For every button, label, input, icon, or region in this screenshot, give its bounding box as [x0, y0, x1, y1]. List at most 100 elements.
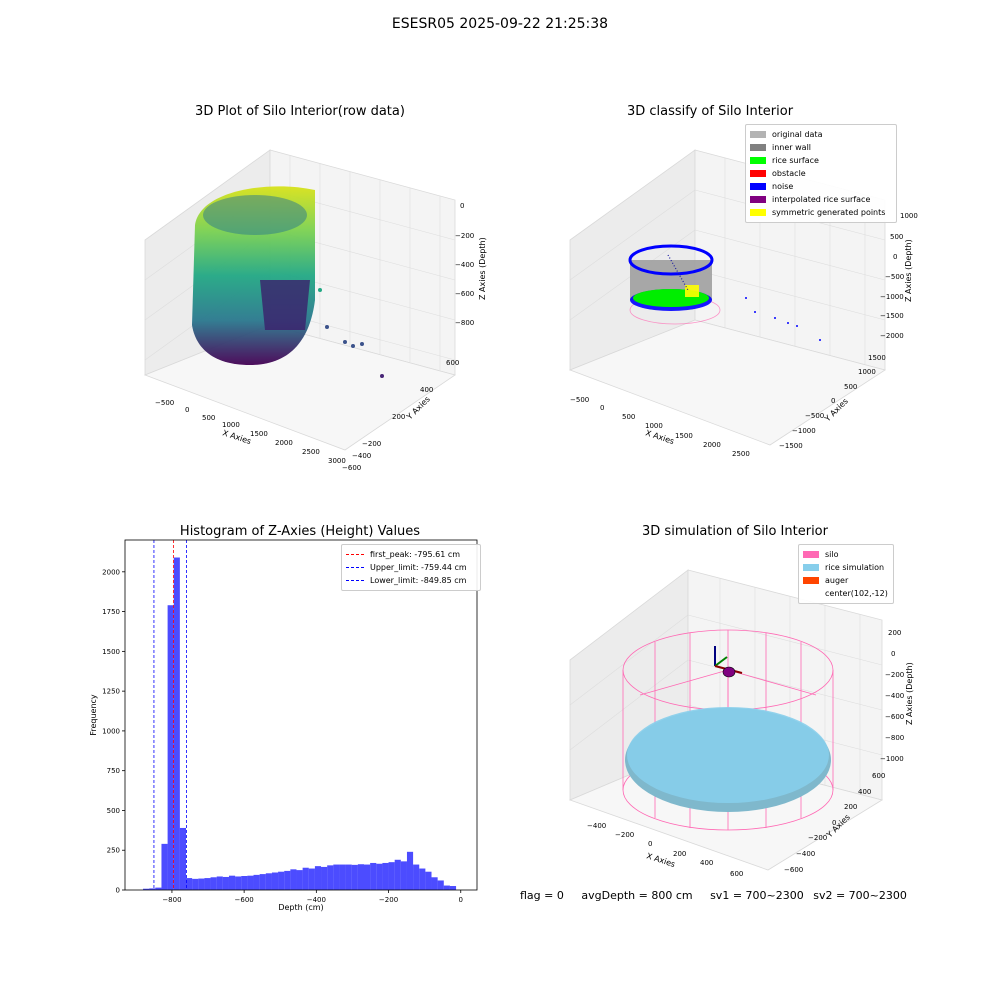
y-tick-label: 1000: [102, 727, 120, 735]
raw-y-tick: −400: [352, 452, 371, 460]
legend-label: symmetric generated points: [772, 208, 886, 217]
legend-item: inner wall: [750, 141, 892, 154]
histogram-bar: [222, 876, 229, 890]
histogram-bar: [314, 866, 322, 890]
histogram-bar: [431, 877, 438, 890]
legend-item: original data: [750, 128, 892, 141]
raw-z-label: Z Axies (Depth): [478, 237, 487, 300]
histogram-bar: [167, 605, 174, 890]
x-tick-label: −200: [379, 896, 398, 904]
histogram-bar: [265, 873, 272, 890]
histogram-frame: [124, 539, 478, 891]
simulation-y-tick: 600: [872, 772, 885, 780]
simulation-z-tick: −600: [885, 713, 904, 721]
legend-label: auger: [825, 576, 849, 585]
histogram-bar: [376, 863, 383, 890]
raw-y-tick: 600: [446, 359, 459, 367]
raw-x-tick: 500: [202, 414, 215, 422]
histogram-bars: [143, 557, 457, 890]
classify-z-tick: 500: [890, 233, 903, 241]
histogram-bar: [173, 557, 180, 890]
rice-simulation-surface: [625, 707, 831, 812]
histogram-bar: [210, 877, 217, 890]
x-tick-label: 0: [459, 896, 463, 904]
classify-point-cloud: [628, 244, 821, 341]
classify-x-tick: 1500: [675, 432, 693, 440]
histogram-bar: [278, 871, 285, 890]
legend-swatch: [750, 144, 766, 151]
sv1-value: sv1 = 700~2300: [710, 889, 804, 902]
legend-line: [346, 580, 364, 581]
raw-point-cloud: [192, 186, 384, 378]
histogram-bar: [143, 888, 150, 890]
histogram-bar: [284, 870, 291, 890]
flag-value: flag = 0: [520, 889, 564, 902]
histogram-bar: [247, 875, 254, 890]
x-tick-label: −600: [235, 896, 254, 904]
legend-label: silo: [825, 550, 839, 559]
legend-item: obstacle: [750, 167, 892, 180]
classify-x-tick: 2500: [732, 450, 750, 458]
simulation-z-tick: 0: [891, 650, 895, 658]
y-tick-label: 0: [116, 887, 120, 895]
simulation-x-tick: 400: [700, 859, 713, 867]
x-tick-label: −400: [307, 896, 326, 904]
histogram-y-ticks: 0 250 500 750 1000 1250 1500 1750 2000: [102, 568, 125, 895]
y-tick-label: 1750: [102, 608, 120, 616]
histogram-bar: [443, 885, 450, 890]
simulation-y-tick: −200: [808, 834, 827, 842]
simulation-z-tick: 200: [888, 629, 901, 637]
classify-y-tick: −1000: [792, 427, 816, 435]
classify-x-tick: 500: [622, 413, 635, 421]
legend-swatch: [750, 183, 766, 190]
histogram-bar: [345, 864, 352, 890]
raw-x-label: X Axies: [221, 428, 252, 446]
legend-item: Upper_limit: -759.44 cm: [346, 561, 476, 574]
simulation-x-tick: −200: [615, 831, 634, 839]
simulation-x-tick: 200: [673, 850, 686, 858]
classify-y-tick: 500: [844, 383, 857, 391]
histogram-bar: [400, 861, 407, 890]
simulation-y-tick: −600: [784, 866, 803, 874]
raw-x-tick: 3000: [328, 457, 346, 465]
legend-swatch: [750, 170, 766, 177]
histogram-title: Histogram of Z-Axies (Height) Values: [179, 524, 421, 539]
classify-plot-title: 3D classify of Silo Interior: [626, 104, 794, 119]
legend-label: first_peak: -795.61 cm: [370, 550, 461, 559]
histogram-bar: [321, 866, 328, 890]
raw-y-ticks: 600 400 200 −200 −400 −600: [342, 359, 459, 472]
legend-item: first_peak: -795.61 cm: [346, 548, 476, 561]
legend-swatch: [803, 577, 819, 584]
legend-label: original data: [772, 130, 823, 139]
legend-item: interpolated rice surface: [750, 193, 892, 206]
classify-y-tick: 1000: [858, 368, 876, 376]
simulation-x-tick: 600: [730, 870, 743, 878]
histogram-bar: [186, 878, 193, 890]
raw-z-ticks: 0 −200 −400 −600 −800: [455, 202, 474, 327]
histogram-bar: [216, 876, 223, 890]
histogram-bar: [235, 876, 242, 890]
legend-line: [346, 554, 364, 555]
histogram-bar: [259, 874, 266, 890]
legend-label: rice surface: [772, 156, 819, 165]
raw-z-tick: −600: [455, 290, 474, 298]
raw-z-tick: −200: [455, 232, 474, 240]
status-line: flag = 0 avgDepth = 800 cm sv1 = 700~230…: [520, 889, 921, 902]
y-tick-label: 1250: [102, 688, 120, 696]
legend-item: symmetric generated points: [750, 206, 892, 219]
legend-item: rice surface: [750, 154, 892, 167]
figure-title: ESESR05 2025-09-22 21:25:38: [391, 16, 609, 32]
classify-z-tick: 1000: [900, 212, 918, 220]
raw-x-tick: 0: [185, 406, 189, 414]
histogram-bar: [382, 862, 389, 890]
histogram-chart: −800 −600 −400 −200 0 0 250 500 750 1000 1250 1500…: [89, 539, 478, 912]
simulation-y-tick: 0: [832, 819, 836, 827]
legend-swatch: [750, 157, 766, 164]
histogram-bar: [339, 864, 346, 890]
legend-item: noise: [750, 180, 892, 193]
histogram-bar: [363, 864, 371, 890]
histogram-bar: [327, 865, 334, 890]
histogram-bar: [296, 870, 303, 890]
classify-x-tick: 0: [600, 404, 604, 412]
sv2-value: sv2 = 700~2300: [813, 889, 907, 902]
